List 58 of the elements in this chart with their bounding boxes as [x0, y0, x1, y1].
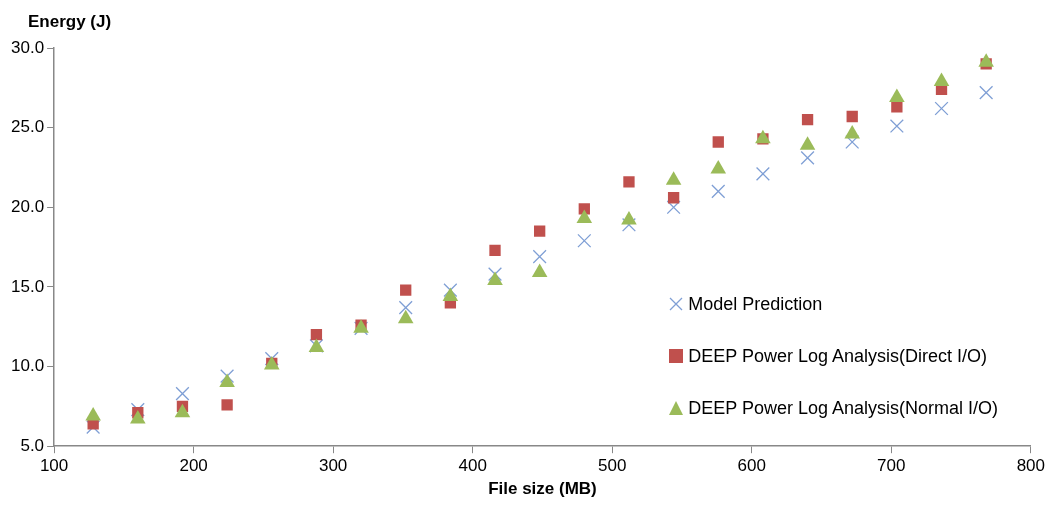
y-tick-label: 20.0	[10, 196, 45, 216]
point	[175, 386, 190, 401]
y-axis-title: Energy (J)	[28, 12, 112, 32]
x-tick-label: 500	[598, 456, 627, 476]
point	[891, 101, 903, 113]
legend-label: DEEP Power Log Analysis(Direct I/O)	[688, 345, 987, 367]
x-tick-label: 200	[179, 456, 208, 476]
point	[800, 150, 815, 165]
point	[799, 136, 816, 150]
point	[488, 267, 503, 282]
point	[264, 351, 279, 366]
point	[577, 233, 592, 248]
point	[489, 244, 501, 256]
point	[667, 192, 680, 204]
point	[532, 249, 547, 264]
point	[844, 125, 861, 139]
point	[666, 200, 681, 215]
x-tick-label: 300	[318, 456, 348, 476]
point	[665, 171, 682, 185]
legend-label: Model Prediction	[688, 293, 823, 315]
point	[755, 166, 770, 181]
point	[846, 110, 858, 123]
point	[979, 85, 994, 100]
point	[400, 284, 412, 296]
x-tick-label: 800	[1016, 456, 1046, 476]
point	[623, 176, 635, 188]
y-tick-label: 25.0	[10, 117, 45, 137]
x-axis-title: File size (MB)	[488, 479, 597, 499]
point	[443, 283, 458, 298]
y-tick-label: 5.0	[20, 435, 45, 455]
point	[889, 88, 905, 102]
y-tick-label: 15.0	[10, 276, 45, 296]
point	[889, 119, 904, 134]
point	[801, 114, 814, 126]
y-tick-label: 30.0	[10, 37, 45, 57]
point	[621, 211, 637, 225]
point	[978, 53, 994, 67]
point	[310, 329, 323, 341]
point	[534, 225, 546, 237]
point	[220, 369, 235, 384]
point	[398, 300, 413, 315]
point	[576, 209, 593, 223]
legend-label: DEEP Power Log Analysis(Normal I/O)	[688, 397, 998, 419]
x-tick-label: 700	[877, 456, 906, 476]
point	[710, 160, 727, 174]
point	[531, 263, 548, 278]
point	[221, 399, 233, 411]
point	[934, 101, 949, 116]
x-tick-label: 600	[737, 456, 766, 476]
x-tick-label: 100	[39, 456, 69, 476]
point	[621, 217, 636, 232]
x-tick-label: 400	[458, 456, 487, 476]
point	[933, 72, 950, 86]
point	[712, 136, 724, 148]
y-tick-label: 10.0	[10, 356, 45, 376]
point	[487, 271, 503, 286]
point	[755, 129, 771, 144]
point	[711, 184, 726, 199]
